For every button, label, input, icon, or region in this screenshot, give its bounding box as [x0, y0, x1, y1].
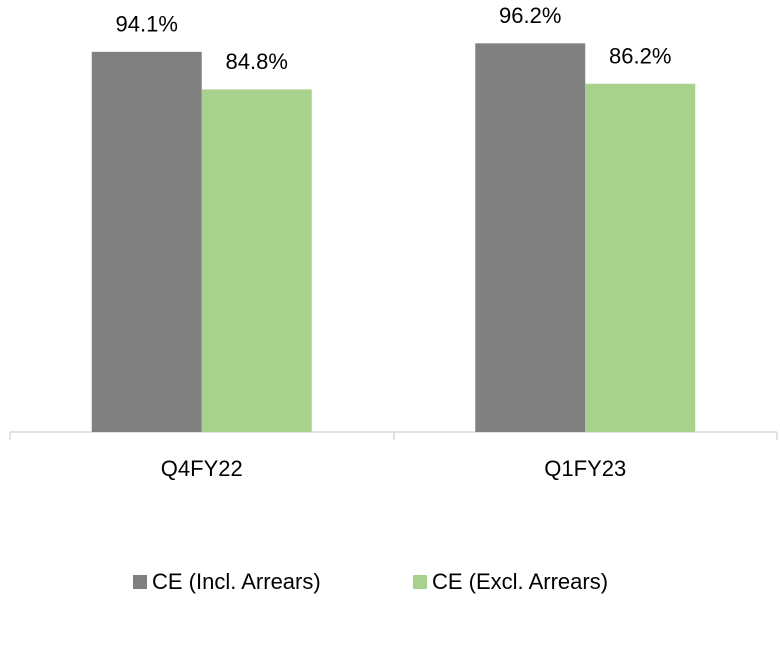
x-tick-label: Q1FY23 [544, 456, 626, 481]
data-label: 84.8% [226, 49, 288, 74]
x-tick-label: Q4FY22 [161, 456, 243, 481]
legend-swatch [133, 575, 147, 589]
legend-swatch [413, 575, 427, 589]
bar [475, 43, 586, 433]
data-label: 96.2% [499, 3, 561, 28]
bar [201, 89, 312, 433]
data-label: 94.1% [116, 12, 178, 37]
legend-label: CE (Incl. Arrears) [152, 569, 321, 594]
bar [91, 51, 202, 432]
bar [585, 83, 696, 432]
legend-label: CE (Excl. Arrears) [432, 569, 608, 594]
data-label: 86.2% [609, 44, 671, 69]
